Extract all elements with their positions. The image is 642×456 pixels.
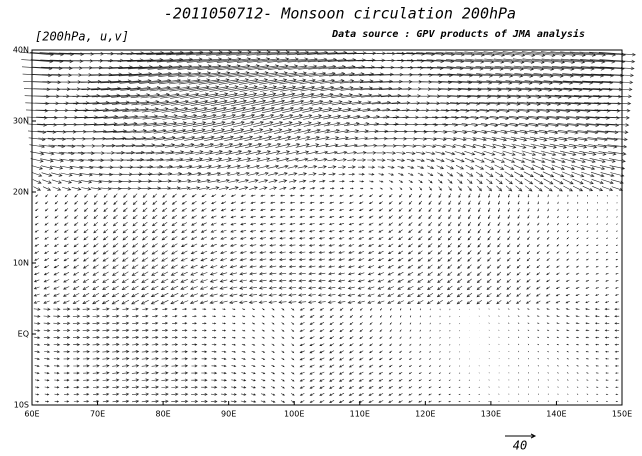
wind-vectors (20, 50, 636, 403)
x-tick-label: 150E (612, 410, 632, 419)
title: -2011050712- Monsoon circulation 200hPa (164, 5, 516, 23)
y-tick-label: 30N (13, 117, 29, 126)
source: Data source : GPV products of JMA analys… (331, 28, 585, 40)
y-tick-label: 40N (13, 46, 29, 55)
y-tick-label: 10S (14, 401, 29, 410)
y-tick-label: EQ (18, 330, 29, 339)
reference-label: 40 (513, 439, 527, 453)
x-tick-label: 90E (221, 410, 236, 419)
x-tick-label: 70E (90, 410, 105, 419)
y-tick-label: 20N (13, 188, 29, 197)
x-tick-label: 110E (350, 410, 370, 419)
y-tick-label: 10N (13, 259, 29, 268)
x-tick-label: 130E (481, 410, 501, 419)
x-tick-label: 140E (546, 410, 566, 419)
x-tick-label: 80E (155, 410, 170, 419)
x-tick-label: 60E (24, 410, 39, 419)
plot: 60E 70E 80E 90E 100E 110E 120E 130E 140E 150E 10S E… (13, 46, 636, 419)
plot-frame (31, 49, 623, 406)
x-tick-label: 120E (415, 410, 435, 419)
level-label: [200hPa, u,v] (35, 30, 129, 44)
x-tick-label: 100E (284, 410, 304, 419)
reference-arrow (505, 433, 537, 439)
